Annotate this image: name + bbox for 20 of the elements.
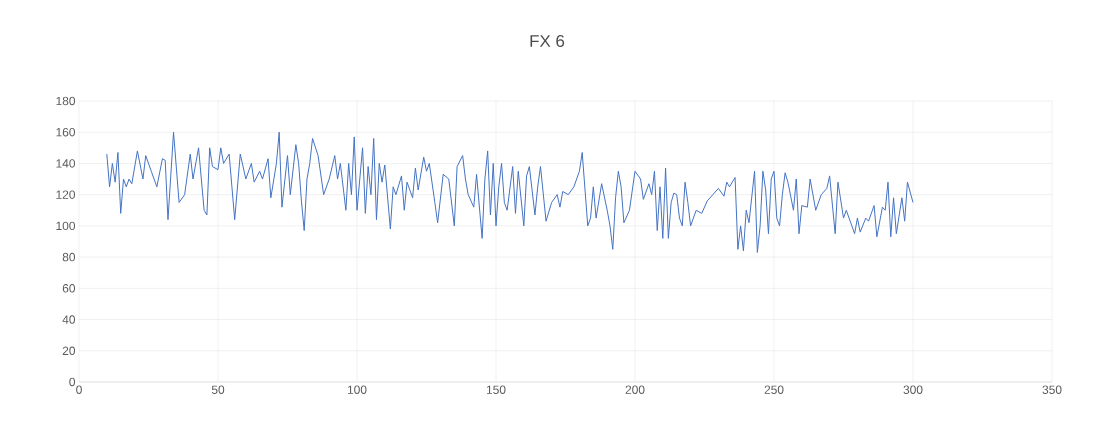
x-tick-label: 150 — [486, 385, 506, 394]
x-tick-label: 200 — [625, 385, 645, 394]
y-tick-label: 100 — [56, 221, 76, 231]
chart-title: FX 6 — [530, 34, 565, 47]
y-tick-label: 20 — [62, 346, 76, 355]
y-tick-label: 160 — [56, 127, 76, 137]
y-tick-label: 140 — [56, 159, 76, 168]
x-tick-label: 50 — [211, 385, 225, 394]
x-tick-label: 100 — [347, 385, 367, 394]
x-tick-label: 250 — [764, 385, 784, 394]
y-tick-label: 60 — [62, 284, 76, 293]
x-tick-label: 0 — [76, 385, 82, 394]
y-tick-label: 120 — [56, 190, 76, 199]
y-tick-label: 0 — [69, 377, 76, 387]
line-series — [106, 131, 914, 253]
x-tick-label: 350 — [1042, 385, 1062, 394]
x-tick-label: 300 — [903, 385, 923, 394]
y-tick-label: 180 — [56, 96, 76, 106]
y-tick-label: 40 — [62, 315, 76, 324]
y-tick-label: 80 — [62, 252, 76, 262]
